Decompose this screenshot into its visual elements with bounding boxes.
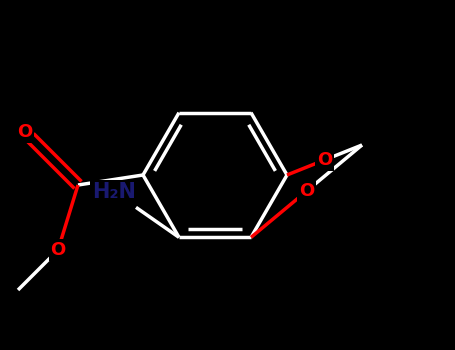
Text: H₂N: H₂N [92,182,136,202]
Text: O: O [17,123,33,141]
Text: O: O [299,182,314,200]
Text: O: O [51,241,66,259]
Text: O: O [317,151,332,169]
